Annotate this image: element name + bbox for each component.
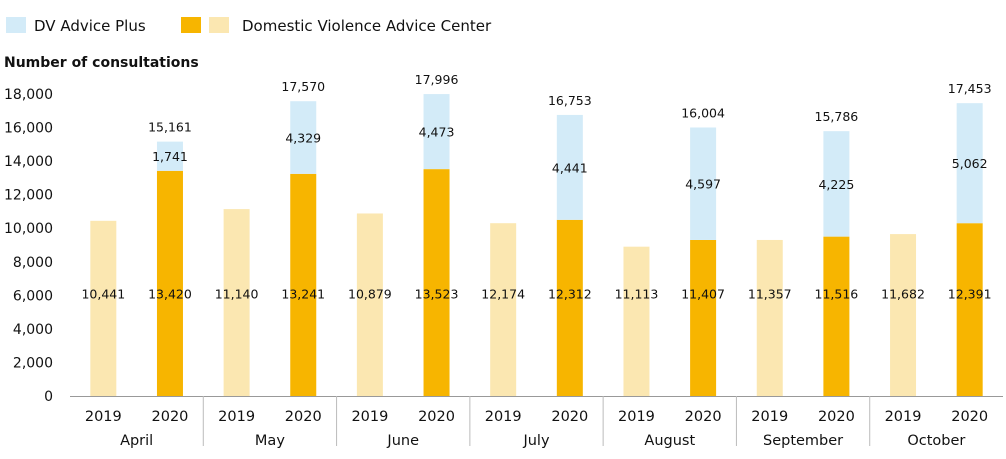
bar-dv-plus-2020 <box>823 131 850 237</box>
y-tick-label: 6,000 <box>13 288 53 304</box>
data-label-total: 17,570 <box>281 79 325 94</box>
data-label-center: 11,357 <box>748 287 792 302</box>
bar-center-2020 <box>690 239 717 396</box>
legend: DV Advice Plus Domestic Violence Advice C… <box>6 17 492 35</box>
data-label-center: 11,140 <box>215 287 259 302</box>
data-label-total: 17,996 <box>415 72 459 87</box>
bars: 10,441 1,741 13,420 15,161 11,140 4,329 13,241… <box>81 72 992 396</box>
legend-label-dv-plus: DV Advice Plus <box>34 17 146 35</box>
bar-dv-plus-2020 <box>690 127 717 240</box>
data-label-dv-plus: 5,062 <box>952 156 988 171</box>
data-label-center: 10,879 <box>348 287 392 302</box>
bar-dv-plus-2020 <box>423 94 450 170</box>
bar-center-2019 <box>356 213 383 396</box>
data-label-total: 15,161 <box>148 120 192 135</box>
bar-dv-plus-2020 <box>556 114 583 220</box>
bar-center-2019 <box>490 223 517 396</box>
y-tick-label: 0 <box>44 389 53 405</box>
x-tick-month: June <box>386 433 419 449</box>
x-tick-year: 2019 <box>85 409 122 425</box>
y-tick-label: 4,000 <box>13 322 53 338</box>
data-label-center: 12,174 <box>481 287 525 302</box>
bar-center-2020 <box>156 170 183 396</box>
data-label-center: 12,391 <box>948 287 992 302</box>
bar-center-2020 <box>956 223 983 396</box>
x-tick-month: July <box>522 433 549 449</box>
data-label-dv-plus: 4,473 <box>419 125 455 140</box>
x-tick-year: 2020 <box>685 409 722 425</box>
x-tick-month: August <box>644 433 695 449</box>
x-tick-year: 2020 <box>951 409 988 425</box>
bar-center-2019 <box>223 209 250 396</box>
y-tick-label: 8,000 <box>13 255 53 271</box>
x-tick-year: 2020 <box>152 409 189 425</box>
data-label-center: 13,420 <box>148 287 192 302</box>
y-tick-label: 10,000 <box>4 221 53 237</box>
bar-center-2019 <box>90 220 117 396</box>
x-tick-year: 2019 <box>885 409 922 425</box>
data-label-center: 10,441 <box>81 287 125 302</box>
bar-center-2020 <box>823 236 850 396</box>
data-label-total: 16,004 <box>681 105 725 120</box>
y-tick-label: 14,000 <box>4 154 53 170</box>
x-tick-year: 2020 <box>418 409 455 425</box>
y-tick-label: 12,000 <box>4 188 53 204</box>
data-label-total: 17,453 <box>948 81 992 96</box>
data-label-center: 13,241 <box>281 287 325 302</box>
legend-label-center: Domestic Violence Advice Center <box>242 17 492 35</box>
bar-center-2019 <box>623 246 650 396</box>
bar-dv-plus-2020 <box>290 101 317 174</box>
legend-swatch-center-2020 <box>181 17 201 33</box>
x-tick-year: 2019 <box>351 409 388 425</box>
bar-dv-plus-2020 <box>156 141 183 171</box>
data-label-dv-plus: 4,441 <box>552 160 588 175</box>
legend-swatch-dv-plus <box>6 17 26 33</box>
data-label-total: 15,786 <box>815 109 859 124</box>
x-tick-month: April <box>120 433 153 449</box>
bar-center-2020 <box>423 169 450 396</box>
x-tick-year: 2019 <box>751 409 788 425</box>
x-tick-month: May <box>255 433 285 449</box>
y-tick-label: 18,000 <box>4 87 53 103</box>
bar-center-2020 <box>290 173 317 396</box>
data-label-dv-plus: 4,329 <box>285 131 321 146</box>
data-label-center: 13,523 <box>415 287 459 302</box>
x-tick-year: 2019 <box>485 409 522 425</box>
x-tick-month: October <box>907 433 965 449</box>
y-tick-label: 16,000 <box>4 121 53 137</box>
data-label-total: 16,753 <box>548 93 592 108</box>
data-label-center: 11,682 <box>881 287 925 302</box>
data-label-center: 11,113 <box>615 287 659 302</box>
data-label-center: 12,312 <box>548 287 592 302</box>
bar-dv-plus-2020 <box>956 103 983 224</box>
y-tick-label: 2,000 <box>13 355 53 371</box>
data-label-dv-plus: 1,741 <box>152 149 188 164</box>
bar-center-2019 <box>756 239 783 396</box>
bar-center-2020 <box>556 219 583 396</box>
bar-center-2019 <box>890 234 917 396</box>
data-label-center: 11,407 <box>681 287 725 302</box>
data-label-dv-plus: 4,225 <box>818 177 854 192</box>
data-label-dv-plus: 4,597 <box>685 177 721 192</box>
legend-swatch-center-2019 <box>209 17 229 33</box>
x-tick-year: 2019 <box>618 409 655 425</box>
x-tick-year: 2019 <box>218 409 255 425</box>
x-tick-month: September <box>763 433 843 449</box>
x-tick-year: 2020 <box>818 409 855 425</box>
x-tick-year: 2020 <box>285 409 322 425</box>
x-tick-year: 2020 <box>551 409 588 425</box>
y-axis: 0 2,000 4,000 6,000 8,000 10,000 12,000 14,000 1… <box>4 87 53 405</box>
data-label-center: 11,516 <box>815 287 859 302</box>
y-axis-title: Number of consultations <box>4 55 199 71</box>
